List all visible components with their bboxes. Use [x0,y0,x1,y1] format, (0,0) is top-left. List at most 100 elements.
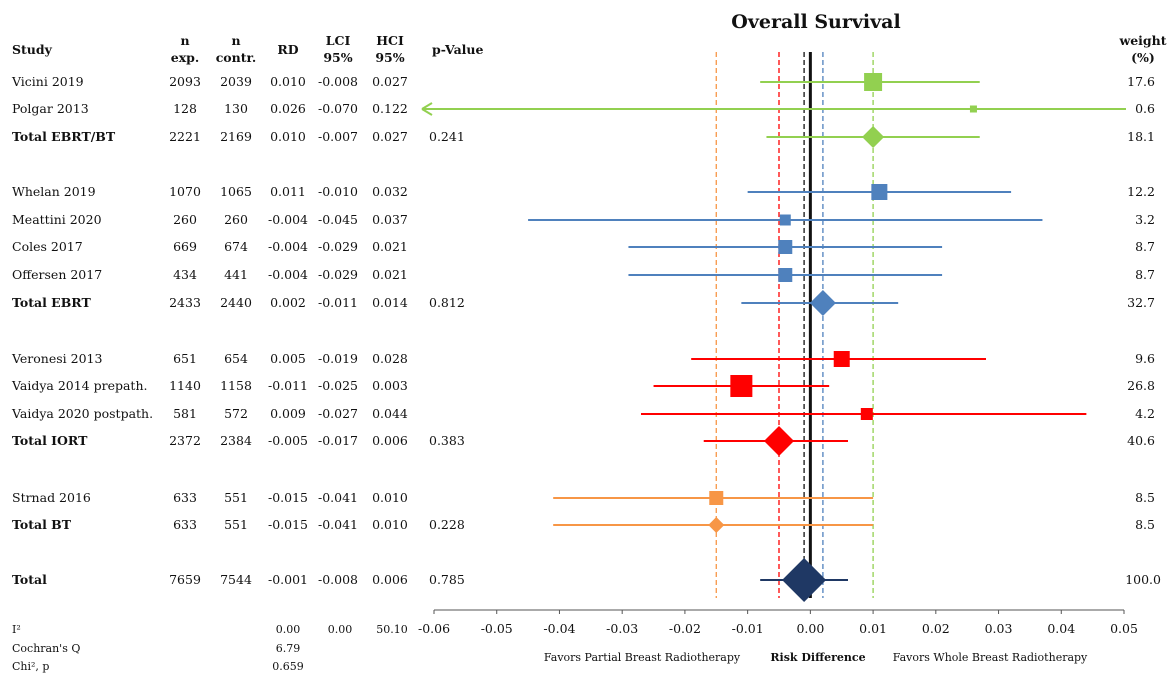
n-exp-value: 1070 [169,184,201,199]
n-exp-value: 7659 [169,572,201,587]
n-contr-value: 2384 [220,433,252,448]
table-row: Total 7659 7544 -0.001 -0.008 0.006 0.785 100.0 [12,558,1161,602]
ci-arrow-left [421,102,433,116]
effect-diamond [708,517,725,533]
x-tick-label: -0.04 [543,621,575,636]
x-tick-label: -0.03 [606,621,638,636]
rd-value: -0.001 [268,572,308,587]
n-exp-value: 633 [173,517,197,532]
study-name: Total BT [12,517,72,532]
x-tick-label: 0.01 [859,621,887,636]
weight-value: 100.0 [1125,572,1161,587]
weight-value: 40.6 [1127,433,1155,448]
x-tick-label: 0.03 [985,621,1013,636]
reference-lines [715,52,874,598]
effect-diamond [764,426,794,456]
rd-value: -0.015 [268,517,308,532]
effect-diamond [782,558,827,602]
stat-value-b: 0.00 [328,623,353,636]
rd-value: -0.005 [268,433,308,448]
n-contr-value: 572 [224,406,248,421]
table-row: Veronesi 2013 651 654 0.005 -0.019 0.028 9.6 [11,351,1155,367]
n-contr-value: 7544 [220,572,252,587]
table-row: Total EBRT 2433 2440 0.002 -0.011 0.014 0.812 3… [12,290,1155,316]
n-exp-value: 2221 [169,129,201,144]
weight-value: 32.7 [1127,295,1155,310]
hci-value: 0.027 [372,74,408,89]
hci-value: 0.044 [372,406,408,421]
n-exp-value: 2433 [169,295,201,310]
effect-diamond [809,290,836,316]
header-study: Study [12,42,53,57]
lci-value: -0.041 [318,490,358,505]
weight-value: 8.7 [1135,239,1155,254]
hci-value: 0.027 [372,129,408,144]
rd-value: 0.010 [270,74,306,89]
stat-value-a: 0.659 [272,660,304,673]
n-contr-value: 441 [224,267,248,282]
weight-value: 18.1 [1127,129,1155,144]
effect-square [969,105,977,113]
x-tick-label: -0.01 [732,621,764,636]
effect-square [730,375,753,397]
rd-value: -0.004 [268,239,308,254]
chart-title: Overall Survival [731,11,900,33]
study-rows: Vicini 2019 2093 2039 0.010 -0.008 0.027 17.6 P… [11,73,1161,602]
weight-value: 17.6 [1127,74,1155,89]
lci-value: -0.017 [318,433,358,448]
n-contr-value: 2039 [220,74,252,89]
stat-label: Cochran's Q [12,642,80,655]
table-row: Vaidya 2014 prepath. 1140 1158 -0.011 -0.025… [11,375,1155,397]
header-weight-2: (%) [1131,50,1155,65]
weight-value: 26.8 [1127,378,1155,393]
p-value: 0.228 [429,517,465,532]
weight-value: 3.2 [1135,212,1155,227]
table-row: Total IORT 2372 2384 -0.005 -0.017 0.006 0.383… [12,426,1155,456]
stat-value-c: 50.10 [376,623,408,636]
n-contr-value: 2169 [220,129,252,144]
n-contr-value: 1065 [220,184,252,199]
lci-value: -0.029 [318,267,358,282]
weight-value: 9.6 [1135,351,1155,366]
hci-value: 0.006 [372,433,408,448]
x-tick-label: 0.02 [922,621,950,636]
lci-value: -0.041 [318,517,358,532]
lci-value: -0.007 [318,129,358,144]
study-name: Strnad 2016 [12,490,91,505]
weight-value: 12.2 [1127,184,1155,199]
header-n-exp-2: exp. [171,50,200,65]
study-name: Total EBRT [12,295,91,310]
lci-value: -0.025 [318,378,358,393]
n-exp-value: 260 [173,212,197,227]
x-tick-label: 0.00 [796,621,824,636]
header-hci-2: 95% [375,50,404,65]
n-contr-value: 1158 [220,378,252,393]
effect-square [871,184,888,200]
p-value: 0.812 [429,295,465,310]
lci-value: -0.011 [318,295,358,310]
lci-value: -0.070 [318,101,358,116]
study-name: Total IORT [12,433,88,448]
study-name: Whelan 2019 [12,184,96,199]
stats-row: I² 0.00 0.00 50.10 [12,623,408,636]
stat-value-a: 6.79 [276,642,301,655]
rd-value: 0.011 [270,184,306,199]
stat-value-a: 0.00 [276,623,301,636]
hci-value: 0.021 [372,267,408,282]
n-contr-value: 2440 [220,295,252,310]
stat-label: Chi², p [12,660,49,673]
n-contr-value: 130 [224,101,248,116]
stats-row: Cochran's Q 6.79 [12,642,300,655]
n-contr-value: 260 [224,212,248,227]
effect-square [864,73,883,91]
hci-value: 0.010 [372,490,408,505]
effect-diamond [862,126,885,148]
n-contr-value: 551 [224,490,248,505]
n-exp-value: 633 [173,490,197,505]
lci-value: -0.045 [318,212,358,227]
header-lci-1: LCI [326,33,351,48]
hci-value: 0.014 [372,295,408,310]
hci-value: 0.003 [372,378,408,393]
hci-value: 0.122 [372,101,408,116]
